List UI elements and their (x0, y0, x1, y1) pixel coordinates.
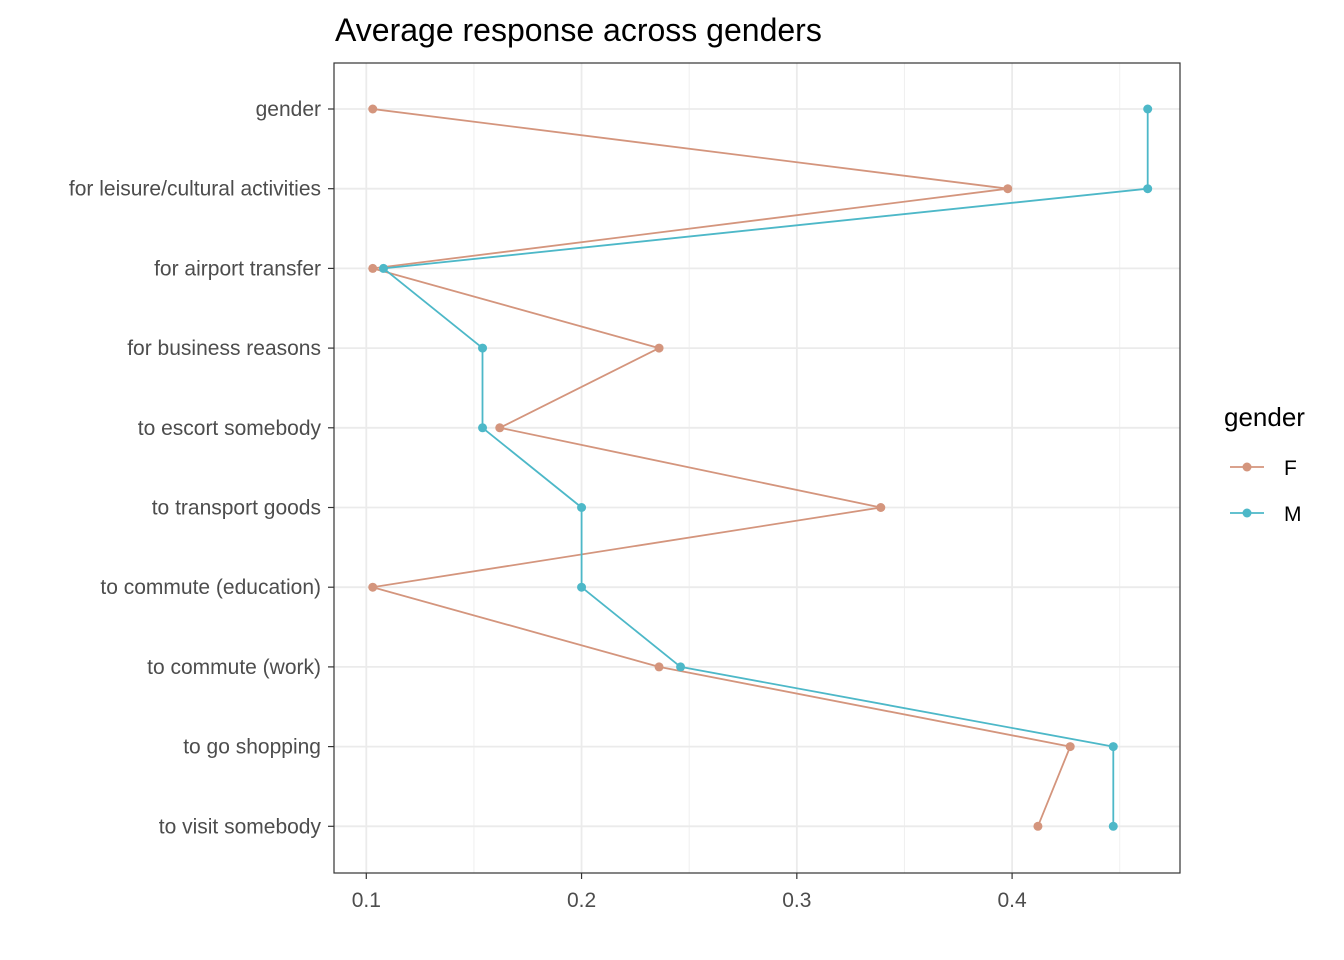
legend-label: M (1284, 503, 1302, 526)
data-point-F (368, 104, 378, 114)
series-line-F (371, 108, 1072, 827)
grid (334, 63, 1180, 873)
y-tick-label: to visit somebody (159, 815, 322, 838)
y-tick-label: to go shopping (183, 736, 321, 759)
chart-title: Average response across genders (335, 12, 822, 48)
data-point-M (478, 343, 488, 353)
y-tick-label: to transport goods (152, 497, 321, 520)
data-point-M (676, 662, 686, 672)
data-point-F (876, 503, 886, 512)
data-point-F (1065, 742, 1075, 752)
data-point-F (495, 423, 505, 433)
y-tick-label: to commute (work) (147, 656, 321, 679)
y-tick-label: to commute (education) (100, 576, 321, 599)
series-F (368, 104, 1075, 831)
plot-panel-border (333, 62, 1181, 874)
data-point-M (577, 582, 587, 592)
y-axis: gender for leisure/cultural activities for… (69, 98, 334, 838)
legend-item-M: M (1230, 503, 1302, 526)
series-layer (368, 104, 1153, 831)
data-point-F (368, 582, 378, 592)
series-M (379, 104, 1153, 831)
x-tick-label: 0.3 (782, 889, 811, 912)
x-tick-label: 0.2 (567, 889, 596, 912)
y-tick-label: gender (256, 98, 321, 121)
y-tick-label: to escort somebody (138, 417, 322, 440)
data-point-F (368, 263, 378, 273)
data-point-M (478, 423, 488, 433)
y-tick-label: for business reasons (127, 337, 321, 360)
data-point-M (577, 503, 587, 512)
series-line-M (382, 109, 1149, 827)
legend-item-F: F (1230, 457, 1297, 480)
data-point-M (1143, 184, 1153, 194)
data-point-M (379, 263, 389, 273)
y-tick-label: for leisure/cultural activities (69, 178, 321, 201)
legend-title: gender (1224, 402, 1305, 432)
data-point-F (1003, 184, 1013, 194)
data-point-F (654, 662, 664, 672)
data-point-F (654, 343, 664, 353)
data-point-M (1108, 742, 1118, 752)
data-point-F (1033, 821, 1043, 831)
legend-keys: FM (1230, 457, 1302, 526)
x-axis: 0.1 0.2 0.3 0.4 (352, 873, 1027, 912)
y-tick-label: for airport transfer (154, 257, 321, 280)
data-point-M (1143, 104, 1153, 114)
x-tick-label: 0.1 (352, 889, 381, 912)
legend: gender FM (1224, 402, 1305, 526)
data-point-M (1108, 821, 1118, 831)
x-tick-label: 0.4 (997, 889, 1027, 912)
legend-label: F (1284, 457, 1297, 480)
legend-key-point (1242, 508, 1252, 518)
legend-key-point (1242, 462, 1252, 472)
